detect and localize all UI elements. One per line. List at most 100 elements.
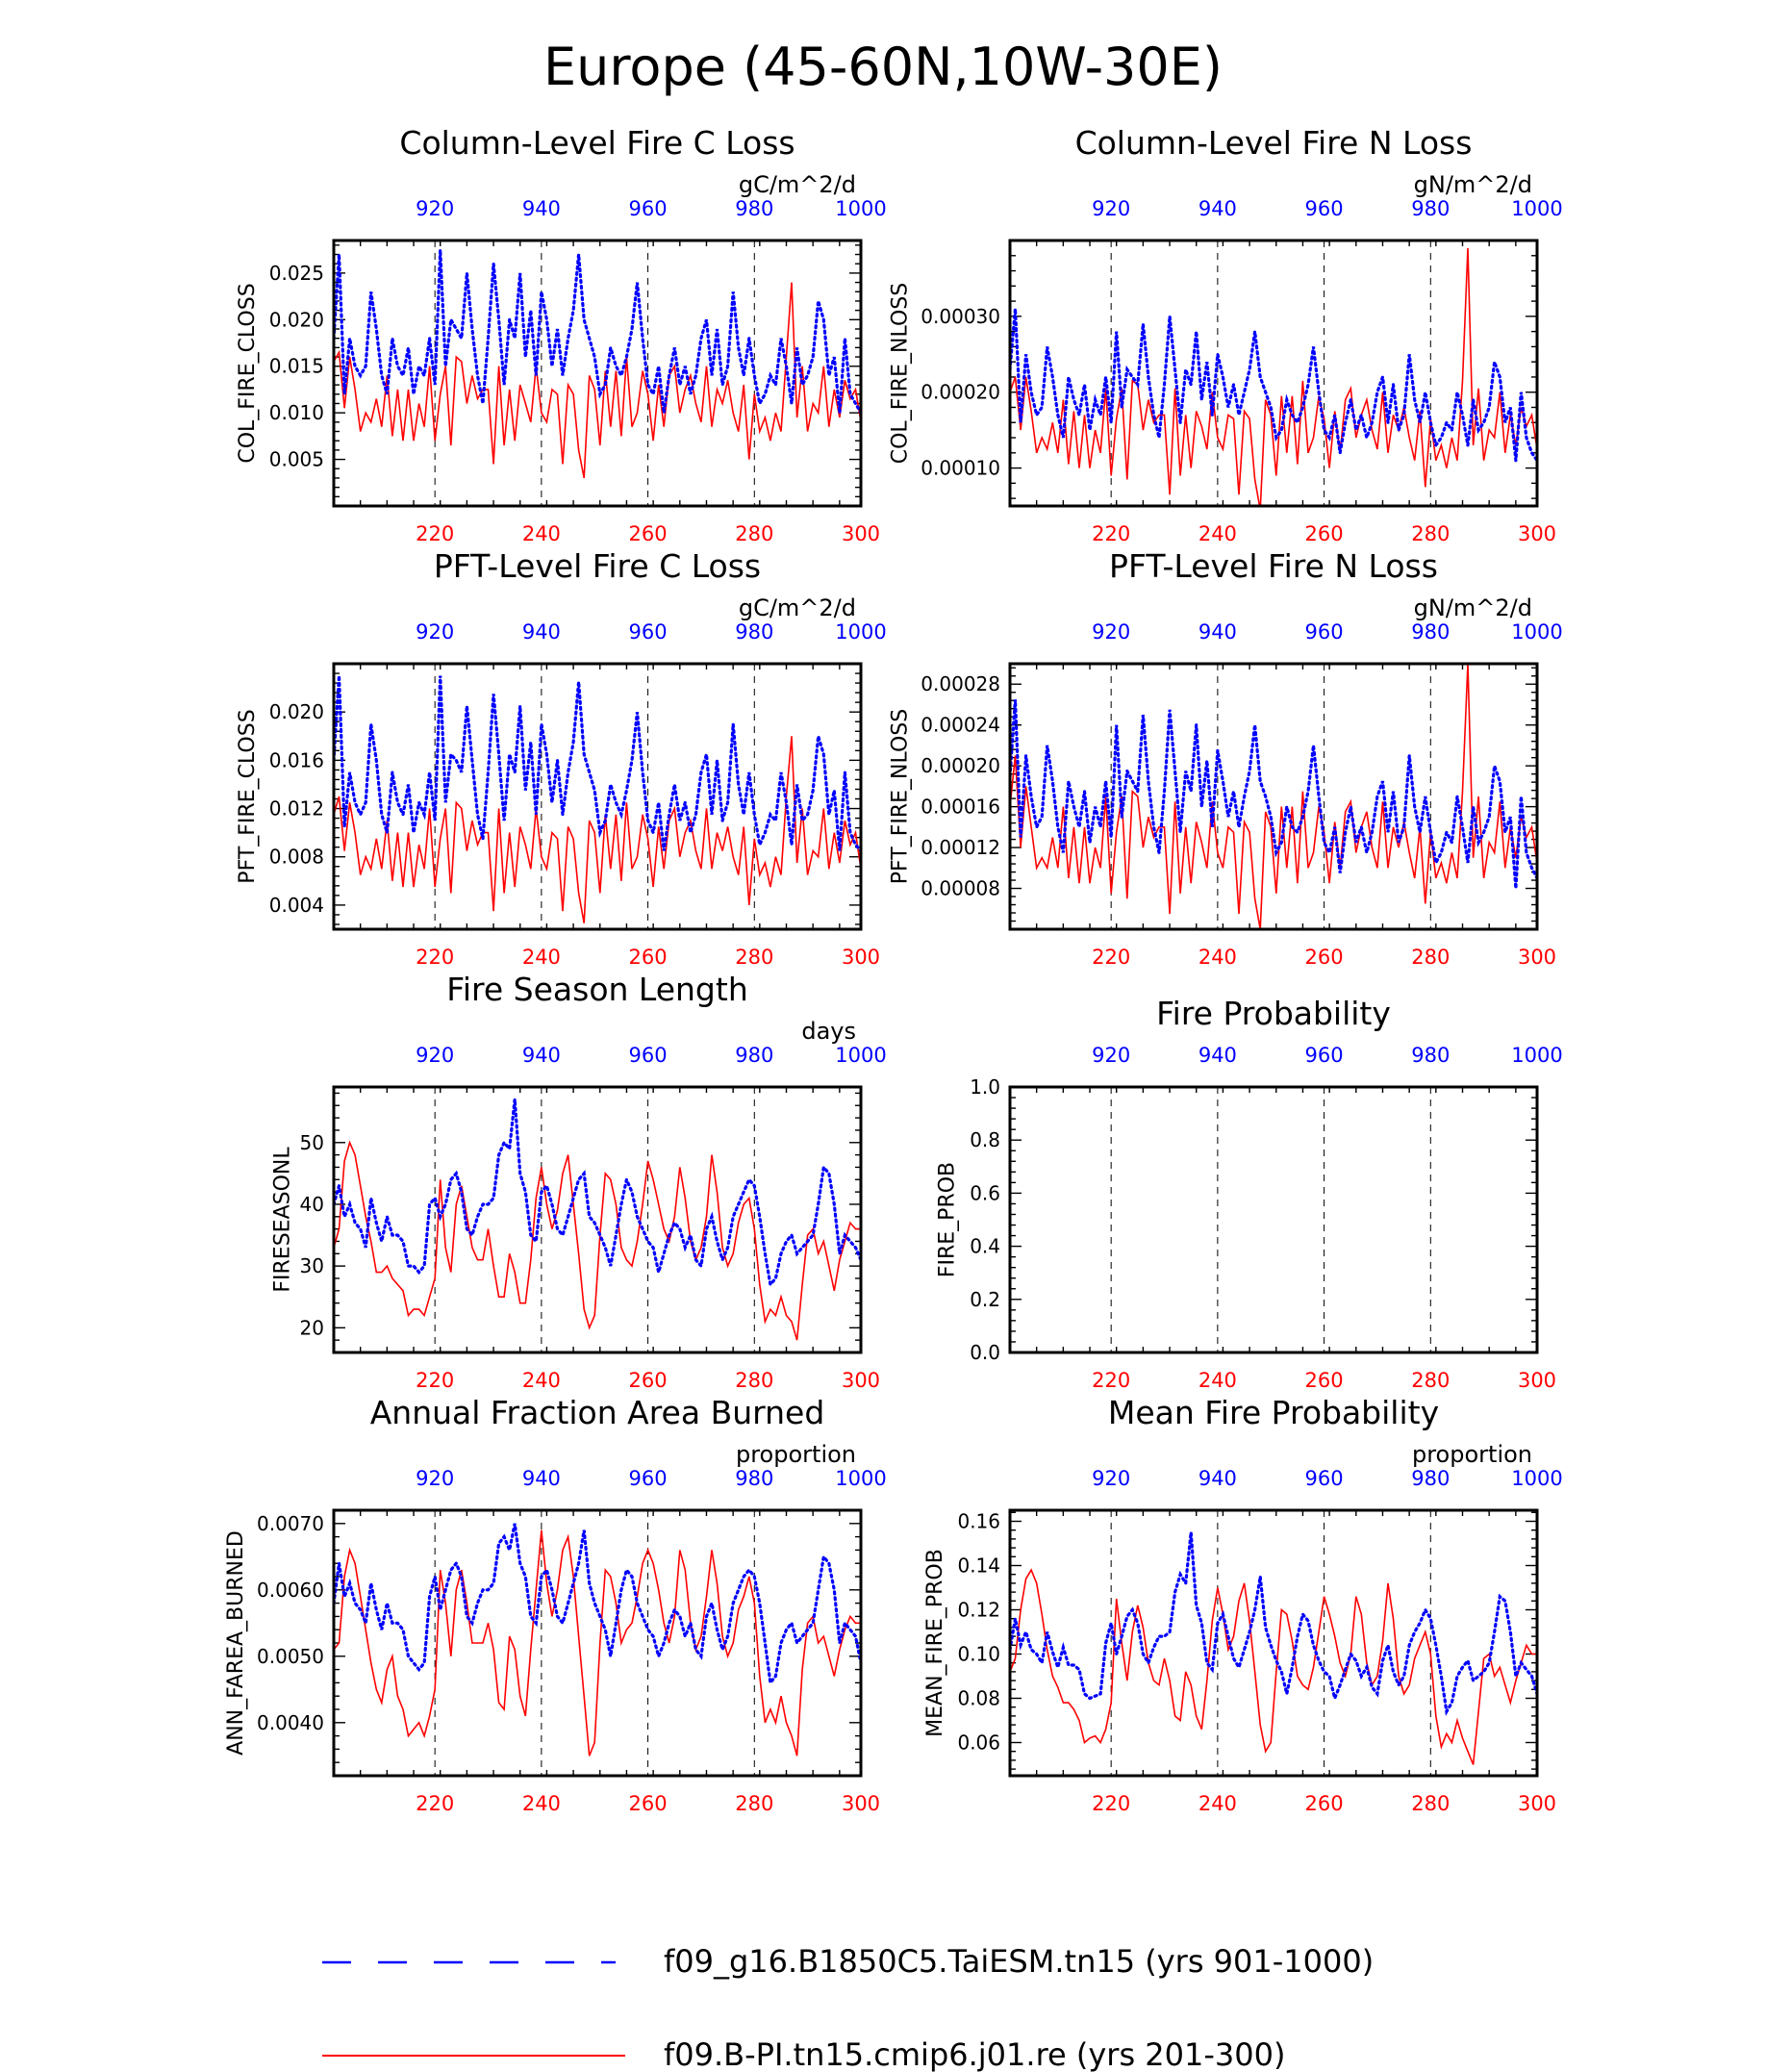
x-tick-label-bottom: 240 xyxy=(1198,522,1237,545)
x-tick-label-top: 980 xyxy=(735,620,773,644)
y-tick-label: 0.6 xyxy=(970,1181,1000,1204)
series-line-red xyxy=(1010,1568,1537,1765)
x-tick-label-top: 960 xyxy=(1305,1044,1344,1067)
series-line-blue xyxy=(334,1099,861,1289)
x-tick-label-bottom: 260 xyxy=(629,1369,668,1392)
x-tick-label-top: 920 xyxy=(416,1467,454,1490)
plot-frame xyxy=(1008,1508,1539,1778)
x-tick-label-bottom: 260 xyxy=(1305,522,1344,545)
plot-frame xyxy=(1008,239,1539,508)
y-tick-label: 0.010 xyxy=(269,401,324,424)
y-tick-label: 0.08 xyxy=(957,1687,1000,1710)
chart-title: Fire Season Length xyxy=(446,971,747,1008)
y-tick-label: 30 xyxy=(300,1254,324,1277)
x-tick-label-bottom: 260 xyxy=(1305,1792,1344,1815)
x-tick-label-bottom: 240 xyxy=(522,522,561,545)
x-tick-label-top: 940 xyxy=(1198,620,1237,644)
y-tick-label: 0.8 xyxy=(970,1128,1000,1151)
chart-column-level-fire-c-loss: Column-Level Fire C Loss gC/m^2/d 220 240 26… xyxy=(236,124,887,545)
x-tick-label-top: 1000 xyxy=(835,197,886,220)
chart-pft-level-fire-n-loss: PFT-Level Fire N Loss gN/m^2/d 220 240 260 28… xyxy=(889,547,1563,969)
x-tick-label-top: 1000 xyxy=(835,620,886,644)
x-tick-label-bottom: 300 xyxy=(842,522,880,545)
y-axis-label: COL_FIRE_CLOSS xyxy=(236,283,260,463)
y-axis-label: PFT_FIRE_CLOSS xyxy=(236,709,260,883)
y-tick-label: 0.14 xyxy=(957,1554,1000,1578)
chart-title: Fire Probability xyxy=(1156,995,1391,1032)
units-label: proportion xyxy=(736,1441,856,1468)
plot-frame xyxy=(332,1085,863,1354)
x-tick-label-top: 940 xyxy=(522,197,561,220)
x-tick-label-bottom: 260 xyxy=(1305,946,1344,969)
y-tick-label: 0.0040 xyxy=(257,1711,324,1734)
units-label: gN/m^2/d xyxy=(1414,594,1532,621)
plot-frame xyxy=(332,1508,863,1778)
x-tick-label-bottom: 300 xyxy=(842,1369,880,1392)
units-label: proportion xyxy=(1412,1441,1532,1468)
x-tick-label-bottom: 300 xyxy=(1518,522,1556,545)
y-axis-label: COL_FIRE_NLOSS xyxy=(889,283,913,464)
y-tick-label: 0.4 xyxy=(970,1235,1000,1258)
x-tick-label-top: 960 xyxy=(629,620,668,644)
x-tick-label-bottom: 280 xyxy=(735,1792,773,1815)
x-tick-label-top: 980 xyxy=(735,1044,773,1067)
x-tick-label-top: 960 xyxy=(1305,197,1344,220)
x-tick-label-top: 1000 xyxy=(1511,1044,1562,1067)
x-tick-label-top: 980 xyxy=(1411,197,1450,220)
y-tick-label: 50 xyxy=(300,1131,324,1154)
x-tick-label-top: 1000 xyxy=(1511,1467,1562,1490)
units-label: gC/m^2/d xyxy=(739,171,856,198)
x-tick-label-bottom: 220 xyxy=(1092,522,1130,545)
x-tick-label-top: 980 xyxy=(735,1467,773,1490)
x-tick-label-top: 960 xyxy=(1305,620,1344,644)
x-tick-label-bottom: 300 xyxy=(842,946,880,969)
series-line-red xyxy=(334,282,861,479)
series-line-blue xyxy=(334,249,861,415)
chart-title: Annual Fraction Area Burned xyxy=(370,1394,825,1431)
series-line-red xyxy=(334,1529,861,1756)
x-tick-label-bottom: 220 xyxy=(416,946,454,969)
x-tick-label-bottom: 260 xyxy=(629,1792,668,1815)
legend-label-red: f09.B-PI.tn15.cmip6.j01.re (yrs 201-300) xyxy=(664,2036,1285,2072)
x-tick-label-bottom: 240 xyxy=(522,946,561,969)
y-tick-label: 0.015 xyxy=(269,355,324,378)
x-tick-label-bottom: 240 xyxy=(522,1369,561,1392)
y-tick-label: 0.025 xyxy=(269,262,324,285)
x-tick-label-top: 920 xyxy=(416,620,454,644)
x-tick-label-top: 940 xyxy=(522,1044,561,1067)
series-line-blue xyxy=(1010,308,1537,463)
x-tick-label-top: 980 xyxy=(1411,1044,1450,1067)
x-tick-label-top: 920 xyxy=(1092,1467,1130,1490)
legend-label-blue: f09_g16.B1850C5.TaiESM.tn15 (yrs 901-100… xyxy=(664,1943,1374,1980)
y-tick-label: 0.00012 xyxy=(921,836,1000,859)
x-tick-label-bottom: 260 xyxy=(629,522,668,545)
series-line-red xyxy=(1010,664,1537,929)
figure-title: Europe (45-60N,10W-30E) xyxy=(543,37,1223,97)
y-axis-label: PFT_FIRE_NLOSS xyxy=(889,709,913,884)
x-tick-label-top: 940 xyxy=(522,620,561,644)
chart-title: Mean Fire Probability xyxy=(1108,1394,1439,1431)
x-tick-label-bottom: 280 xyxy=(1411,946,1450,969)
x-tick-label-bottom: 280 xyxy=(735,946,773,969)
x-tick-label-top: 940 xyxy=(522,1467,561,1490)
plot-frame xyxy=(332,662,863,931)
y-tick-label: 0.012 xyxy=(269,797,324,821)
y-tick-label: 0.020 xyxy=(269,700,324,723)
x-tick-label-bottom: 220 xyxy=(1092,1792,1130,1815)
x-tick-label-bottom: 240 xyxy=(1198,946,1237,969)
y-tick-label: 20 xyxy=(300,1316,324,1339)
x-tick-label-top: 980 xyxy=(1411,1467,1450,1490)
x-tick-label-bottom: 300 xyxy=(1518,946,1556,969)
x-tick-label-bottom: 300 xyxy=(842,1792,880,1815)
units-label: gC/m^2/d xyxy=(739,594,856,621)
y-tick-label: 0.10 xyxy=(957,1643,1000,1666)
y-tick-label: 0.008 xyxy=(269,846,324,869)
chart-annual-fraction-area-burned: Annual Fraction Area Burned proportion 220… xyxy=(224,1394,887,1815)
x-tick-label-bottom: 280 xyxy=(735,522,773,545)
x-tick-label-top: 920 xyxy=(1092,620,1130,644)
chart-title: PFT-Level Fire C Loss xyxy=(434,547,761,585)
x-tick-label-bottom: 240 xyxy=(1198,1792,1237,1815)
series-line-red xyxy=(334,1140,861,1341)
chart-panels: Column-Level Fire C Loss gC/m^2/d 220 240 26… xyxy=(224,124,1563,1815)
x-tick-label-top: 940 xyxy=(1198,1044,1237,1067)
